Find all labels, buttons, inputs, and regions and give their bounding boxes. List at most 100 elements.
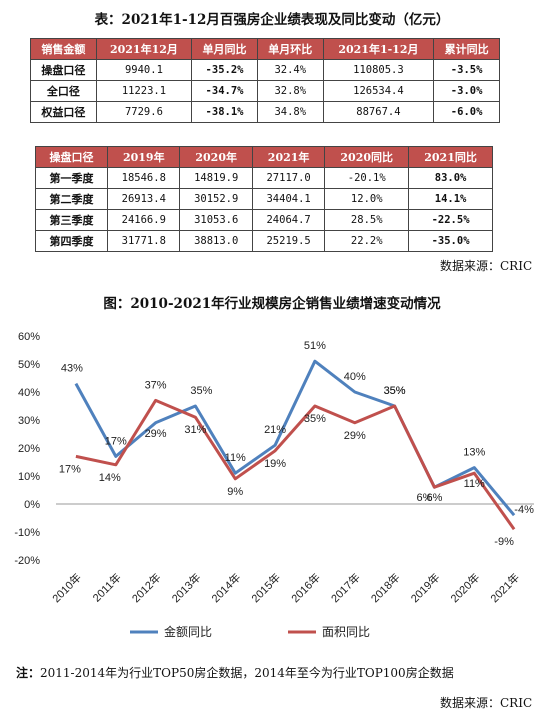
- table-cell: -38.1%: [191, 101, 258, 123]
- row-label: 操盘口径: [30, 59, 97, 81]
- data-label: 17%: [105, 435, 127, 447]
- table-cell: 27117.0: [251, 167, 326, 189]
- table-cell: 18546.8: [107, 167, 181, 189]
- table-cell: 14.1%: [408, 188, 493, 210]
- table-cell: -3.5%: [433, 59, 500, 81]
- table-cell: 30152.9: [179, 188, 253, 210]
- table-cell: 34.8%: [256, 101, 324, 123]
- data-label: 35%: [304, 413, 326, 425]
- table-cell: 31771.8: [107, 230, 181, 252]
- row-label: 第三季度: [34, 209, 109, 231]
- data-label: 14%: [99, 472, 121, 484]
- quarterly-table: 操盘口径 2019年 2020年 2021年 2020同比 2021同比 第一季度 1854…: [34, 146, 493, 252]
- table-row: 操盘口径 9940.1 -35.2% 32.4% 110805.3 -3.5%: [30, 59, 500, 81]
- table2-header-5: 2021同比: [408, 146, 493, 168]
- table-row: 第四季度 31771.8 38813.0 25219.5 22.2% -35.0%: [34, 230, 493, 252]
- table-cell: -20.1%: [324, 167, 410, 189]
- y-tick-label: 30%: [18, 415, 40, 427]
- table-cell: 14819.9: [179, 167, 253, 189]
- data-label: 21%: [264, 424, 286, 436]
- y-tick-label: 40%: [18, 387, 40, 399]
- table-row: 权益口径 7729.6 -38.1% 34.8% 88767.4 -6.0%: [30, 101, 500, 123]
- data-source: 数据来源：CRIC: [440, 259, 533, 273]
- performance-table: 销售金额 2021年12月 单月同比 单月环比 2021年1-12月 累计同比 操盘口径 9…: [30, 38, 500, 123]
- x-tick-label: 2015年: [248, 570, 283, 605]
- row-label: 第四季度: [34, 230, 109, 252]
- data-label: 35%: [190, 385, 212, 397]
- table-cell: 126534.4: [322, 80, 435, 102]
- x-tick-label: 2016年: [288, 570, 323, 605]
- table2-header-0: 操盘口径: [34, 146, 109, 168]
- y-tick-label: 50%: [18, 359, 40, 371]
- data-source-bottom: 数据来源：CRIC: [440, 696, 533, 710]
- footnote-label: 注：: [16, 666, 41, 680]
- data-label: -4%: [514, 504, 534, 516]
- table1-header-5: 累计同比: [433, 38, 500, 60]
- data-label: 40%: [344, 371, 366, 383]
- x-tick-label: 2018年: [368, 570, 403, 605]
- y-tick-label: 20%: [18, 443, 40, 455]
- table-cell: -22.5%: [408, 209, 493, 231]
- data-label: 11%: [464, 478, 485, 490]
- table-cell: 34404.1: [251, 188, 326, 210]
- table1-header-1: 2021年12月: [95, 38, 193, 60]
- table-cell: 25219.5: [251, 230, 326, 252]
- footnote-text: 2011-2014年为行业TOP50房企数据，2014年至今为行业TOP100房…: [40, 666, 454, 680]
- table1-header-2: 单月同比: [191, 38, 258, 60]
- row-label: 权益口径: [30, 101, 97, 123]
- table-cell: 32.8%: [256, 80, 324, 102]
- table-cell: 11223.1: [95, 80, 193, 102]
- table-cell: -35.2%: [191, 59, 258, 81]
- data-label: 37%: [145, 379, 167, 391]
- data-label: 6%: [426, 492, 442, 504]
- x-tick-label: 2021年: [487, 570, 522, 605]
- table-cell: 32.4%: [256, 59, 324, 81]
- table-cell: 7729.6: [95, 101, 193, 123]
- table2-header-2: 2020年: [179, 146, 253, 168]
- x-tick-label: 2019年: [408, 570, 443, 605]
- data-label: 19%: [264, 458, 286, 470]
- table-cell: 88767.4: [322, 101, 435, 123]
- x-tick-label: 2011年: [89, 570, 123, 604]
- table-row: 第一季度 18546.8 14819.9 27117.0 -20.1% 83.0%: [34, 167, 493, 189]
- table1-title: 表：2021年1-12月百强房企业绩表现及同比变动（亿元）: [94, 12, 450, 28]
- table-cell: -35.0%: [408, 230, 493, 252]
- data-label: 29%: [145, 428, 167, 440]
- table-cell: 12.0%: [324, 188, 410, 210]
- table1-header-4: 2021年1-12月: [322, 38, 435, 60]
- data-label: 6%: [416, 492, 432, 504]
- table-cell: 9940.1: [95, 59, 193, 81]
- data-label: 29%: [344, 430, 366, 442]
- table-cell: 83.0%: [408, 167, 493, 189]
- table-cell: 22.2%: [324, 230, 410, 252]
- table2-header-4: 2020同比: [324, 146, 410, 168]
- table-cell: -6.0%: [433, 101, 500, 123]
- data-label: -9%: [494, 536, 514, 548]
- row-label: 第一季度: [34, 167, 109, 189]
- table1-header-0: 销售金额: [30, 38, 97, 60]
- legend-label: 金额同比: [164, 624, 212, 639]
- table-cell: 24064.7: [251, 209, 326, 231]
- amount-yoy-line: [74, 359, 516, 517]
- y-tick-label: 60%: [18, 331, 40, 343]
- table-cell: 38813.0: [179, 230, 253, 252]
- row-label: 全口径: [30, 80, 97, 102]
- table-row: 第三季度 24166.9 31053.6 24064.7 28.5% -22.5%: [34, 209, 493, 231]
- table-cell: 31053.6: [179, 209, 253, 231]
- table-cell: -3.0%: [433, 80, 500, 102]
- y-tick-label: 0%: [24, 499, 40, 511]
- line-chart: 60%50%40%30%20%10%0%-10%-20% 2010年 2011年 2…: [14, 331, 534, 639]
- data-label: 51%: [304, 340, 326, 352]
- x-tick-label: 2013年: [169, 570, 204, 605]
- table1-header-3: 单月环比: [256, 38, 324, 60]
- table-cell: 24166.9: [107, 209, 181, 231]
- data-label: 35%: [384, 385, 406, 397]
- table2-header-1: 2019年: [107, 146, 181, 168]
- data-label: 11%: [225, 452, 246, 464]
- data-label: 43%: [61, 363, 83, 375]
- table-row: 第二季度 26913.4 30152.9 34404.1 12.0% 14.1%: [34, 188, 493, 210]
- data-label: 9%: [227, 486, 243, 498]
- data-label: 13%: [463, 447, 485, 459]
- legend-label: 面积同比: [322, 625, 370, 639]
- table-cell: 26913.4: [107, 188, 181, 210]
